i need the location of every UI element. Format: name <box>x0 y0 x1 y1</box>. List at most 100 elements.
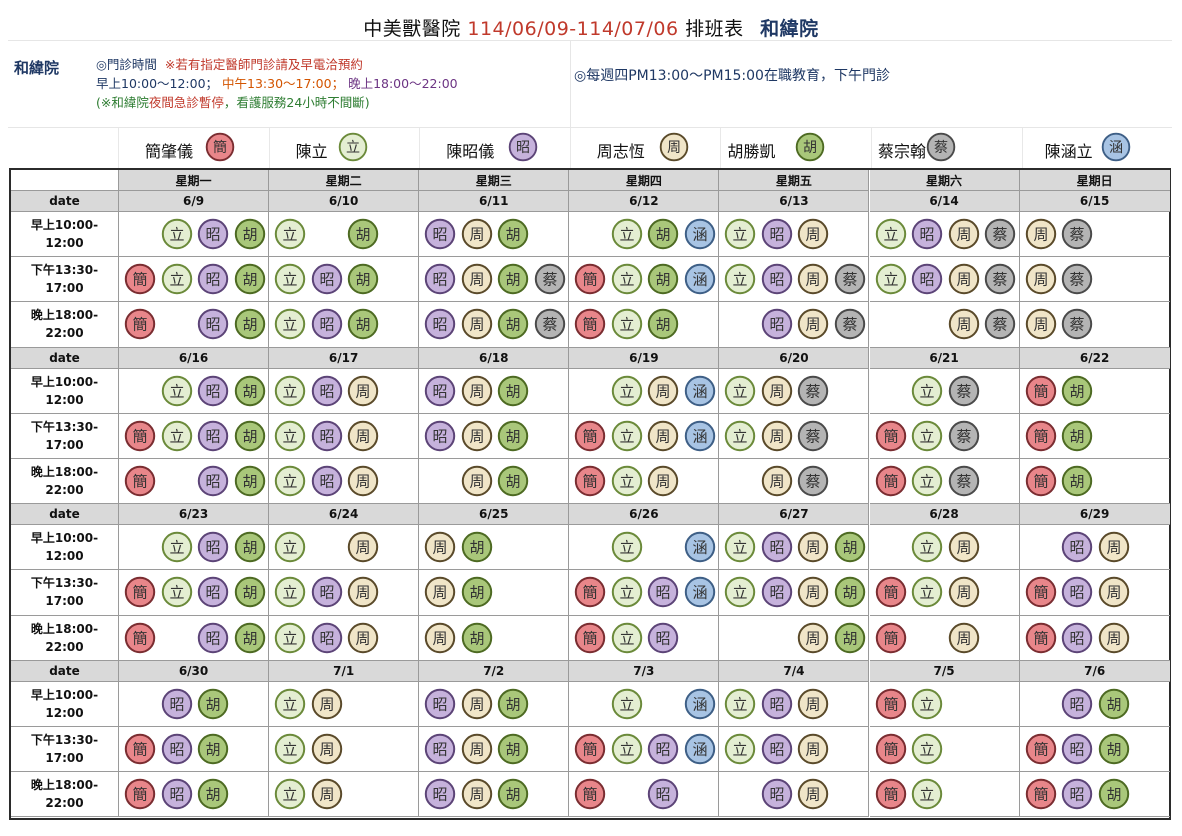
doctor-badge-胡: 胡 <box>234 622 265 653</box>
badge-letter: 立 <box>733 271 748 289</box>
badge-letter: 周 <box>806 741 821 759</box>
badge-circle <box>1061 309 1093 340</box>
shift-label: 晚上18:00- 22:00 <box>11 459 119 505</box>
doctor-on-duty: 昭 <box>761 688 793 720</box>
date-cell: 7/5 <box>869 660 1020 682</box>
doctor-on-duty: 昭 <box>761 576 793 608</box>
schedule-cell: 立昭周 <box>269 459 420 505</box>
schedule-cell: 立昭周 <box>719 727 870 773</box>
doctor-badge-周: 周 <box>948 218 979 250</box>
badge-circle <box>197 263 229 295</box>
badge-circle <box>725 218 756 250</box>
badge-circle <box>274 263 306 295</box>
doctor-on-duty: 昭 <box>761 263 793 295</box>
badge-circle <box>875 622 906 653</box>
badge-circle <box>725 531 756 563</box>
doctor-badge-立: 立 <box>911 688 943 719</box>
doctor-on-duty: 蔡 <box>834 263 866 295</box>
doctor-badge-胡: 胡 <box>1061 420 1093 451</box>
doctor-on-duty: 立 <box>724 733 756 765</box>
doctor-badge-簡: 簡 <box>575 263 606 295</box>
shift-label-text: 下午13:30- 17:00 <box>31 261 98 297</box>
badge-circle <box>274 309 306 340</box>
badge-letter: 周 <box>1106 629 1121 647</box>
badge-letter: 立 <box>619 741 634 759</box>
badge-circle <box>798 465 829 497</box>
doctor-badge-胡: 胡 <box>834 622 866 653</box>
badge-letter: 簡 <box>583 741 598 759</box>
doctor-on-duty: 周 <box>424 576 456 608</box>
doctor-badge-蔡: 蔡 <box>948 420 979 451</box>
info-divider <box>570 41 571 127</box>
schedule-cell: 立昭胡 <box>119 212 270 258</box>
doctor-on-duty: 立 <box>274 622 306 654</box>
badge-circle <box>274 577 306 608</box>
badge-letter: 周 <box>433 584 448 602</box>
doctor-on-duty: 周 <box>461 263 493 295</box>
doctor-on-duty: 簡 <box>124 622 156 654</box>
badge-circle <box>948 420 979 451</box>
badge-circle <box>461 218 492 250</box>
doctor-badge-周: 周 <box>1098 577 1129 608</box>
badge-circle <box>274 778 306 810</box>
doctor-badge-簡: 簡 <box>875 733 906 765</box>
badge-letter: 昭 <box>319 271 334 289</box>
doctor-on-duty: 胡 <box>647 263 679 295</box>
badge-circle <box>911 420 943 451</box>
doctor-on-duty: 立 <box>274 465 306 497</box>
doctor-badge-周: 周 <box>948 531 979 563</box>
doctor-badge-蔡: 蔡 <box>798 465 829 497</box>
shift-label-line: 17:00 <box>45 437 84 452</box>
doctor-badge-簡: 簡 <box>575 420 606 451</box>
badge-letter: 胡 <box>506 473 521 491</box>
doctor-badge-昭: 昭 <box>424 778 456 810</box>
doctor-on-duty: 昭 <box>161 688 193 720</box>
doctor-on-duty: 周 <box>424 622 456 654</box>
badge-circle <box>311 622 342 653</box>
doctor-badge-周: 周 <box>948 263 979 295</box>
schedule-cell: 立胡 <box>269 212 420 258</box>
doctor-on-duty: 胡 <box>497 420 529 452</box>
doctor-badge-簡: 簡 <box>875 688 906 719</box>
doctor-badge-簡: 簡 <box>575 577 606 608</box>
doctor-badge-立: 立 <box>611 577 642 608</box>
badge-circle <box>461 531 492 563</box>
badge-letter: 立 <box>733 226 748 244</box>
badge-letter: 立 <box>733 427 748 445</box>
schedule-cell: 簡立周涵 <box>569 413 720 459</box>
shift-row: 下午13:30- 17:00 簡昭胡立周昭周胡簡立昭涵立昭周簡立簡昭胡 <box>11 727 1170 773</box>
shift-label-line: 下午13:30- <box>30 576 99 591</box>
badge-letter: 昭 <box>205 473 220 491</box>
badge-letter: 立 <box>283 741 298 759</box>
badge-letter: 立 <box>733 584 748 602</box>
doctor-on-duty: 立 <box>274 531 306 563</box>
doctor-badge-周: 周 <box>798 531 829 563</box>
doctor-badge-簡: 簡 <box>575 309 606 340</box>
doctor-on-duty: 蔡 <box>1061 308 1093 340</box>
doctor-badge-簡: 簡 <box>875 577 906 608</box>
doctor-on-duty: 胡 <box>234 375 266 407</box>
doctor-on-duty: 胡 <box>347 263 379 295</box>
badge-letter: 昭 <box>769 695 784 713</box>
date-cell: 6/12 <box>569 191 720 212</box>
badge-circle <box>124 778 156 810</box>
shift-label-line: 晚上18:00- <box>30 778 99 793</box>
shift-label: 下午13:30- 17:00 <box>11 727 119 773</box>
doctor-badge-周: 周 <box>798 733 829 765</box>
badge-circle <box>611 577 642 608</box>
shift-label-line: 12:00 <box>45 392 84 407</box>
badge-letter: 立 <box>883 271 898 289</box>
doctor-badge-胡: 胡 <box>834 531 866 563</box>
doctor-badge-立: 立 <box>875 218 906 250</box>
doctor-on-duty: 立 <box>161 576 193 608</box>
doctor-on-duty: 立 <box>611 308 643 340</box>
badge-letter: 蔡 <box>806 382 821 400</box>
badge-circle <box>911 688 943 719</box>
badge-circle <box>611 218 642 250</box>
badge-circle <box>911 778 943 810</box>
badge-circle <box>1025 263 1056 295</box>
doctor-badge-簡: 簡 <box>875 465 906 497</box>
doctor-badge-簡: 簡 <box>1025 465 1056 497</box>
doctor-on-duty: 立 <box>911 465 943 497</box>
schedule-cell: 立周 <box>869 525 1020 571</box>
